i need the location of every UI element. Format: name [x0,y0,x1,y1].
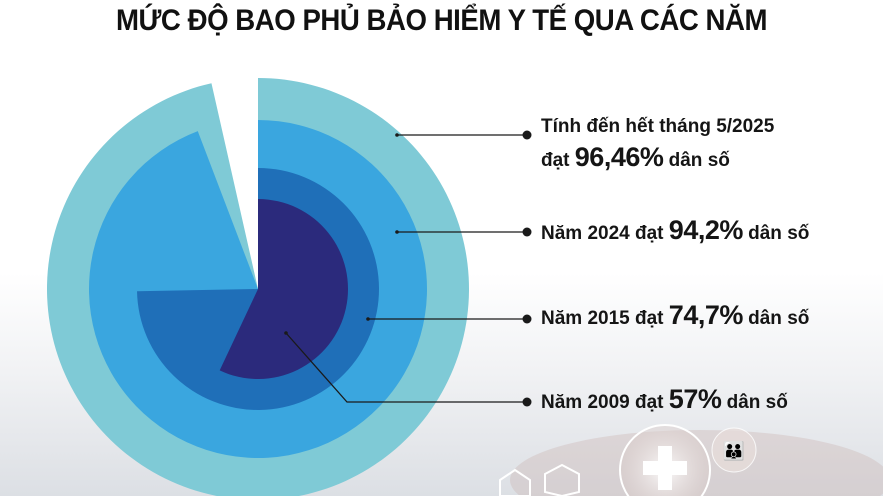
connector-start-dot [395,230,399,234]
label-value: 74,7% [668,300,744,330]
label-prefix: đạt [541,150,575,171]
hexagon-icon [499,468,531,496]
label-2025: Tính đến hết tháng 5/2025 đạt 96,46% dân… [541,112,774,176]
label-2009: Năm 2009 đạt 57% dân số [541,384,788,418]
label-2025-line2: đạt 96,46% dân số [541,142,774,176]
connector-line [285,332,527,403]
label-value: 57% [668,384,722,414]
label-value: 96,46% [574,142,664,172]
connector-start-dot [395,133,399,137]
label-prefix: Năm 2009 đạt [541,392,669,413]
label-value: 94,2% [668,215,744,245]
connector-end-dot [522,397,532,407]
label-suffix: dân số [721,392,788,413]
label-2015: Năm 2015 đạt 74,7% dân số [541,300,809,334]
connector-start-dot [366,317,370,321]
label-prefix: Năm 2015 đạt [541,308,669,329]
connector-start-dot [284,331,288,335]
label-suffix: dân số [663,150,730,171]
label-suffix: dân số [742,223,810,244]
svg-text:👪: 👪 [723,440,745,462]
page-title: MỨC ĐỘ BAO PHỦ BẢO HIỂM Y TẾ QUA CÁC NĂM [115,4,768,37]
label-prefix: Năm 2024 đạt [541,223,669,244]
family-icon [711,427,757,473]
connector-end-dot [522,314,532,324]
sector-2009 [219,199,349,379]
label-suffix: dân số [742,308,810,329]
medical-cross-icon [643,446,687,490]
connector-end-dot [522,227,532,237]
hexagon-icon [544,463,580,496]
connector-end-dot [522,130,532,140]
label-2024: Năm 2024 đạt 94,2% dân số [541,215,809,249]
label-2025-line1: Tính đến hết tháng 5/2025 [541,116,775,137]
